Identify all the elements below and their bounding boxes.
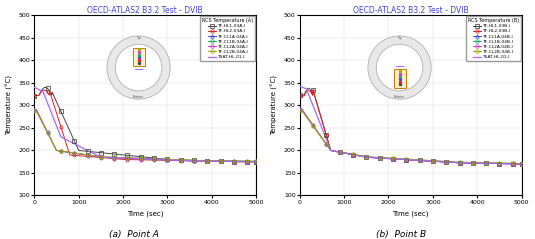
Text: (b)  Point B: (b) Point B [376,230,426,239]
Y-axis label: Temperature (°C): Temperature (°C) [271,76,278,136]
X-axis label: Time (sec): Time (sec) [393,210,429,217]
Legend: TF-HL1-03A-I, TF-HL2-03A-I, TF-CL1A-04A-I, TF-CL1B-04A-I, TF-CL2A-04A-I, TF-CL2B: TF-HL1-03A-I, TF-HL2-03A-I, TF-CL1A-04A-… [201,16,255,61]
Legend: TF-HL1-03B-I, TF-HL2-03B-I, TF-CL1A-04B-I, TF-CL1B-04B-I, TF-CL2A-04B-I, TF-CL2B: TF-HL1-03B-I, TF-HL2-03B-I, TF-CL1A-04B-… [466,16,521,61]
Title: OECD-ATLAS2 B3.2 Test - DVIB: OECD-ATLAS2 B3.2 Test - DVIB [87,5,203,15]
Title: OECD-ATLAS2 B3.2 Test - DVIB: OECD-ATLAS2 B3.2 Test - DVIB [353,5,469,15]
Text: (a)  Point A: (a) Point A [109,230,159,239]
Y-axis label: Temperature (°C): Temperature (°C) [5,76,13,136]
X-axis label: Time (sec): Time (sec) [127,210,164,217]
